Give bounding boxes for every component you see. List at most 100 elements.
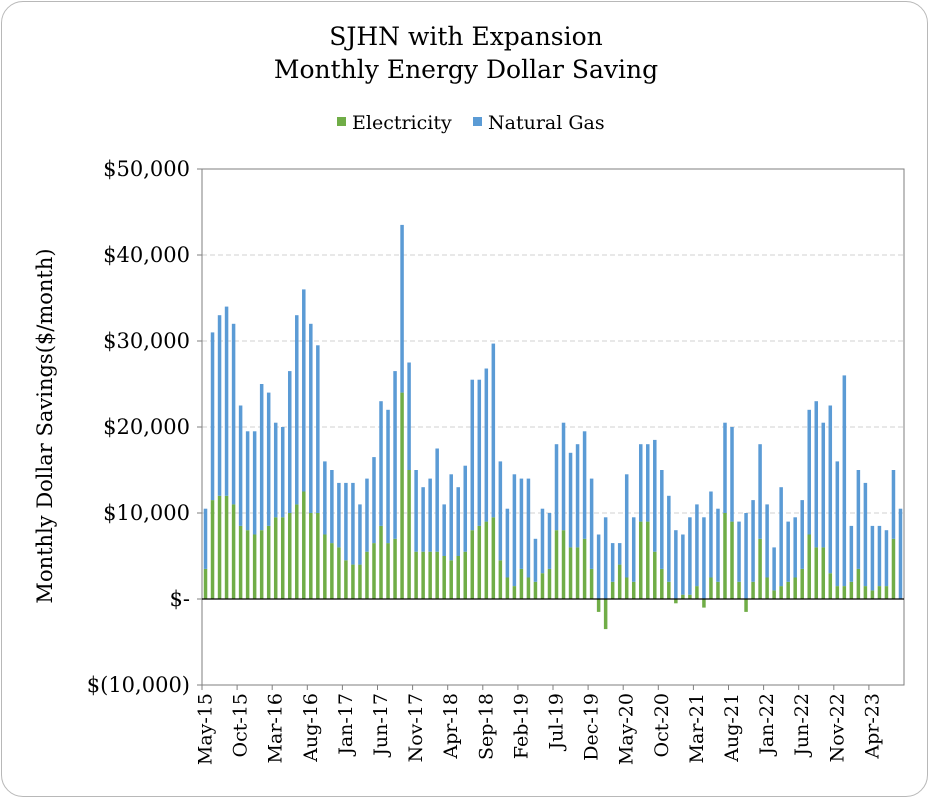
bar-electricity <box>231 504 236 599</box>
bar-natural-gas <box>561 422 566 531</box>
bar-electricity <box>210 500 215 599</box>
bar-natural-gas <box>512 474 517 587</box>
bar-electricity <box>491 517 496 599</box>
bar-electricity <box>414 551 418 599</box>
bar-electricity <box>344 560 348 599</box>
bar-natural-gas <box>505 508 510 578</box>
bar-natural-gas <box>245 431 250 531</box>
bar-natural-gas <box>414 470 418 552</box>
bar-natural-gas <box>435 448 439 552</box>
bar-natural-gas <box>800 500 804 569</box>
bar-electricity <box>351 564 355 599</box>
bar-electricity <box>646 521 650 599</box>
y-tick-label: $20,000 <box>103 415 190 439</box>
bar-electricity <box>442 556 446 599</box>
bar-natural-gas <box>330 470 334 544</box>
bar-natural-gas <box>744 513 748 599</box>
bar-electricity <box>358 564 362 599</box>
bar-electricity <box>540 573 545 599</box>
x-tick-label: Jun-22 <box>791 693 813 758</box>
bar-natural-gas <box>667 495 671 582</box>
bar-electricity <box>302 491 306 599</box>
bar-natural-gas <box>287 371 292 513</box>
bar-natural-gas <box>589 478 594 569</box>
bar-electricity <box>702 599 706 608</box>
bar-natural-gas <box>884 530 889 587</box>
bar-natural-gas <box>856 470 861 569</box>
x-tick-label: Apr-23 <box>861 693 883 760</box>
bar-natural-gas <box>793 517 797 578</box>
bar-electricity <box>456 556 460 599</box>
bar-electricity <box>224 495 229 599</box>
bar-natural-gas <box>365 478 369 552</box>
bar-natural-gas <box>526 478 531 578</box>
bars <box>203 224 903 630</box>
axes <box>197 168 905 690</box>
bar-electricity <box>266 525 271 599</box>
bar-electricity <box>638 521 643 599</box>
bar-natural-gas <box>842 375 847 587</box>
bar-natural-gas <box>610 543 615 582</box>
bar-electricity <box>610 581 615 599</box>
bar-natural-gas <box>870 525 875 591</box>
bar-natural-gas <box>624 474 629 578</box>
bar-electricity <box>273 517 278 599</box>
bar-natural-gas <box>372 457 376 544</box>
bar-natural-gas <box>765 504 769 578</box>
bar-electricity <box>547 568 552 599</box>
bar-natural-gas <box>273 422 278 518</box>
bar-natural-gas <box>660 470 664 569</box>
bar-natural-gas <box>709 491 713 578</box>
bar-natural-gas <box>737 521 741 582</box>
bar-natural-gas <box>456 487 460 556</box>
bar-electricity <box>554 530 559 599</box>
x-tick-label: Mar-21 <box>686 693 708 763</box>
bar-electricity <box>484 521 489 599</box>
bar-electricity <box>765 577 769 599</box>
bar-electricity <box>245 530 250 599</box>
y-tick-label: $30,000 <box>103 329 190 353</box>
bar-electricity <box>772 590 776 599</box>
y-tick-labels: $50,000 $40,000 $30,000 $20,000 $10,000 $- $(1… <box>87 157 190 697</box>
bar-natural-gas <box>533 538 538 582</box>
bar-natural-gas <box>393 371 397 539</box>
bar-natural-gas <box>828 405 833 574</box>
bar-electricity <box>596 599 601 612</box>
bar-electricity <box>526 577 531 599</box>
bar-electricity <box>561 530 566 599</box>
x-tick-label: Feb-19 <box>510 693 532 759</box>
bar-electricity <box>730 521 734 599</box>
bar-electricity <box>779 586 783 599</box>
bar-electricity <box>217 495 222 599</box>
bar-natural-gas <box>688 517 692 595</box>
bar-electricity <box>575 547 580 599</box>
bar-natural-gas <box>716 508 720 582</box>
bar-electricity <box>603 599 608 630</box>
bar-electricity <box>238 525 243 599</box>
bar-electricity <box>512 586 517 599</box>
bar-natural-gas <box>351 482 355 565</box>
bar-electricity <box>828 573 833 599</box>
bar-natural-gas <box>575 444 580 548</box>
bar-natural-gas <box>582 431 587 539</box>
y-tick-label: $40,000 <box>103 243 190 267</box>
bar-electricity <box>674 599 678 604</box>
legend-swatch-electricity <box>337 117 346 126</box>
bar-natural-gas <box>309 323 313 513</box>
bar-natural-gas <box>821 422 826 548</box>
x-tick-label: Nov-17 <box>405 693 427 762</box>
x-tick-label: Jan-22 <box>756 693 778 757</box>
chart-subtitle: Monthly Energy Dollar Saving <box>274 55 658 84</box>
bar-natural-gas <box>421 487 425 552</box>
bar-natural-gas <box>596 534 601 599</box>
bar-electricity <box>758 538 762 599</box>
bar-natural-gas <box>224 306 229 496</box>
bar-electricity <box>800 568 804 599</box>
bar-natural-gas <box>302 289 306 492</box>
bar-electricity <box>287 513 292 599</box>
bar-natural-gas <box>646 444 650 522</box>
x-tick-label: May-20 <box>616 693 638 765</box>
bar-electricity <box>280 517 285 599</box>
bar-natural-gas <box>337 482 341 548</box>
x-tick-label: Jul-19 <box>546 693 568 752</box>
